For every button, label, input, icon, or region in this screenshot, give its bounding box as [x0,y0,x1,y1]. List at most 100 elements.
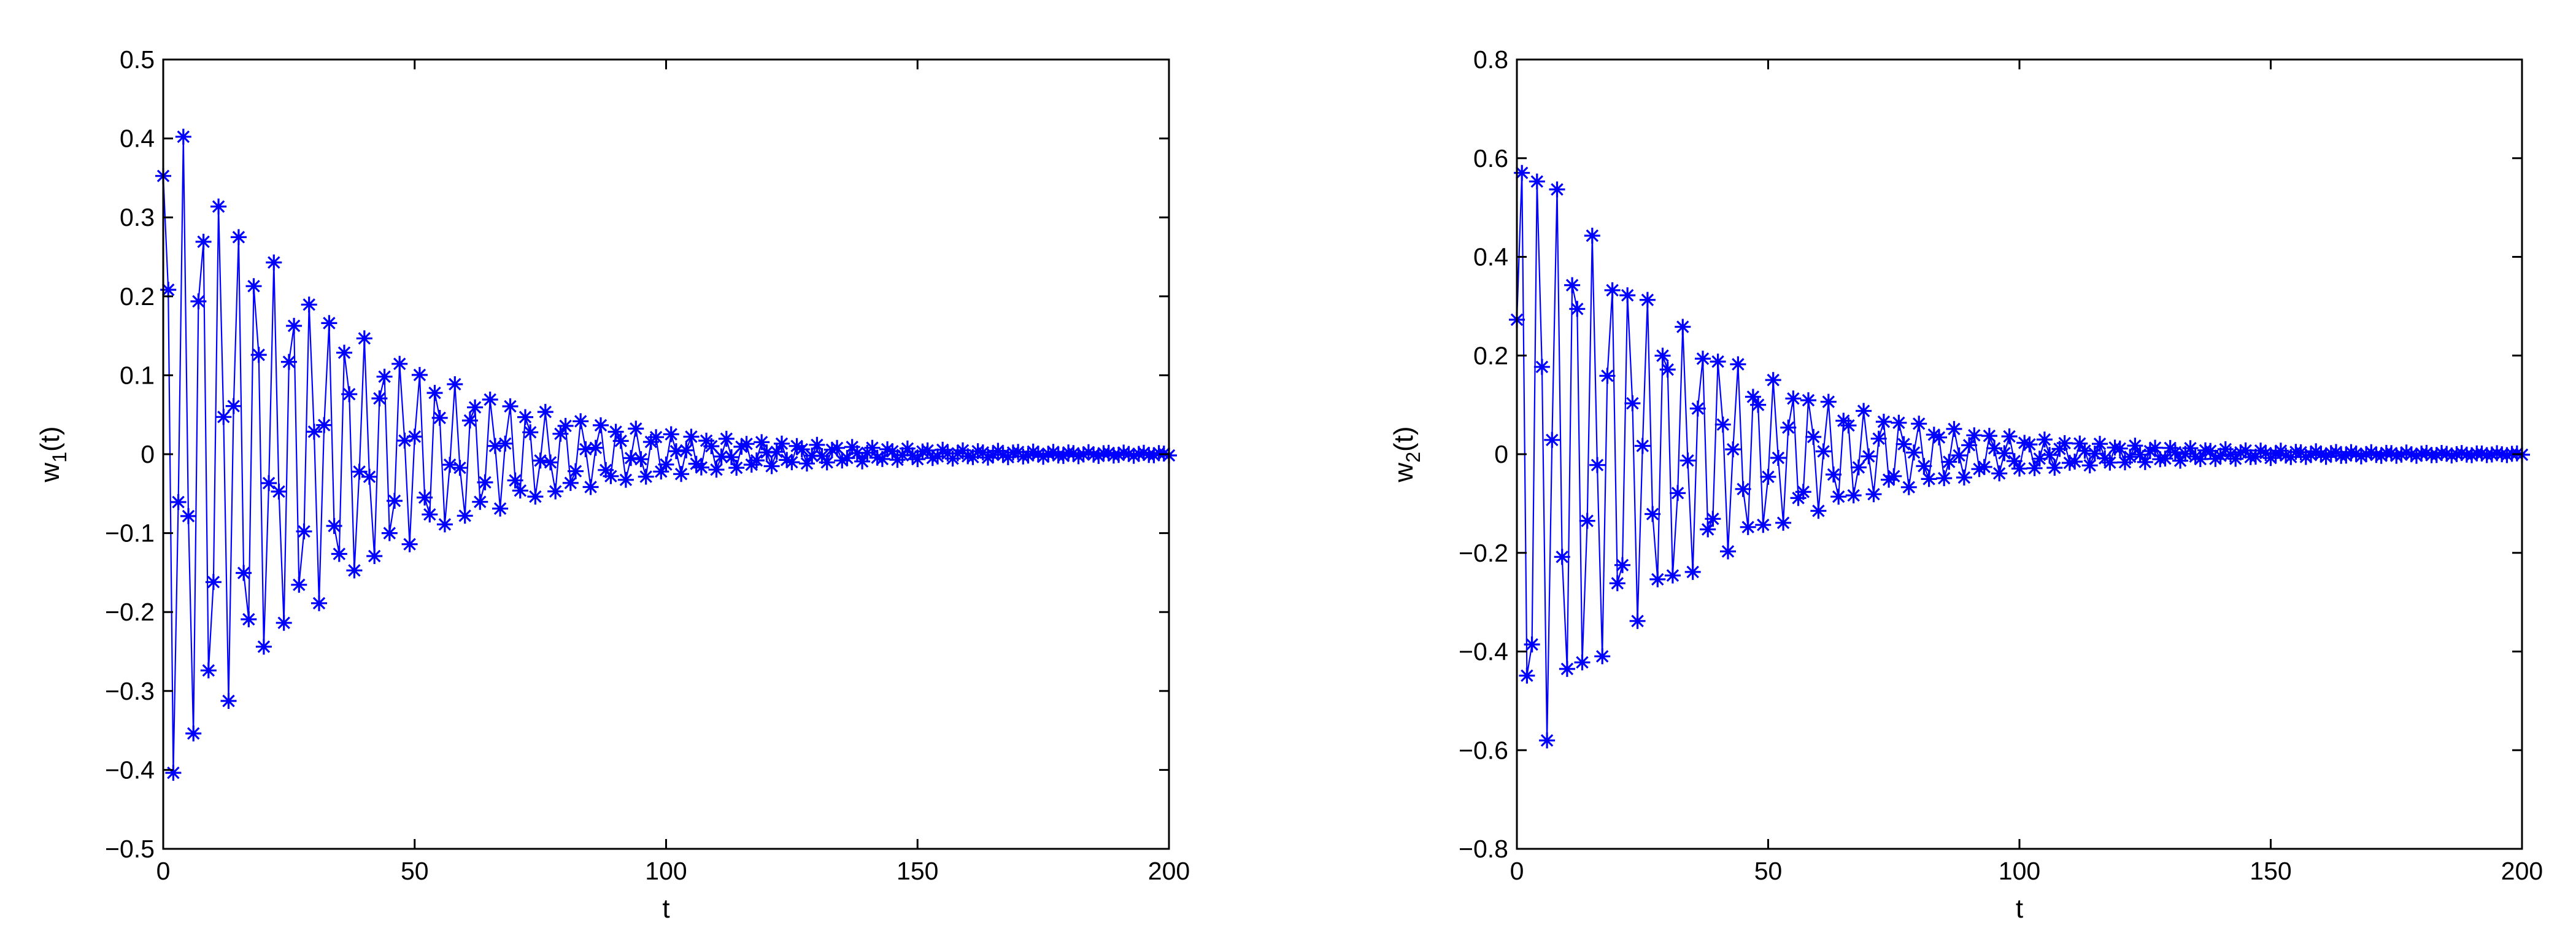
data-point [894,447,911,463]
data-point [431,409,448,426]
data-point [1594,648,1611,665]
data-point [844,439,860,455]
data-point [547,483,564,500]
data-point [542,454,558,471]
data-point [1075,446,1092,463]
y-tick-label: −0.4 [105,756,155,784]
data-point [879,441,896,457]
data-point [2267,446,2284,462]
data-point [442,457,458,473]
data-point [261,475,277,492]
data-point [713,448,730,465]
data-point [250,347,267,363]
data-point [1614,557,1630,573]
data-point [1634,438,1651,454]
data-point [2192,451,2208,467]
data-point [2418,444,2435,461]
data-point [2403,446,2420,463]
data-point [1564,277,1581,293]
data-point [758,444,775,461]
data-point [768,444,785,460]
data-point [2313,446,2329,463]
data-point [2102,454,2118,471]
data-point [482,392,498,408]
data-point [814,448,830,464]
data-point [869,449,885,466]
data-point [175,128,191,145]
data-point [321,315,337,331]
chart-w1: 0 50 100 150 200 −0.5 −0.4 −0.3 −0.2 −0.1 0 0.1 0.2 0… [35,45,1190,924]
data-point [2373,447,2389,464]
data-point [1619,287,1636,304]
data-point [391,355,408,372]
data-point [2212,447,2229,464]
y-tick-label: 0.2 [1473,341,1508,369]
data-point [2232,444,2249,461]
data-point [1971,461,1988,478]
data-point [2383,445,2400,462]
data-point [834,452,850,469]
data-point [296,523,312,540]
data-point [1549,181,1565,198]
data-point [623,450,639,466]
x-axis-label: t [662,894,669,924]
data-point [507,472,523,489]
data-point [829,439,846,456]
data-point [2388,447,2405,464]
data-point [663,426,679,443]
chart-w2: 0 50 100 150 200 −0.8 −0.6 −0.4 −0.2 0 0.2 0.4 0.6 0.… [1389,45,2543,924]
data-point [1025,443,1041,460]
data-point [2247,449,2264,465]
data-point [673,466,690,482]
y-tick-label: 0.4 [120,125,155,153]
y-tick-label: 0.8 [1473,45,1508,74]
data-point [607,424,624,440]
data-point [1589,457,1605,473]
data-point [532,452,549,469]
data-point [1080,444,1097,460]
data-point [1725,441,1741,458]
data-point [1941,454,1957,470]
x-tick-label: 150 [2250,857,2291,885]
data-point [1926,427,1942,443]
data-point [492,500,509,517]
data-point [1861,448,1877,465]
data-point [2398,444,2415,461]
data-point [784,454,800,471]
data-point [1579,512,1595,529]
data-point [467,399,484,416]
data-point [371,390,388,407]
data-point [2182,440,2199,457]
data-point [2147,439,2164,456]
data-point [552,425,569,442]
data-point [793,441,810,458]
data-point [165,765,182,781]
data-point [2428,447,2445,463]
data-point [1720,543,1736,560]
data-point [557,417,574,434]
data-point [1986,440,2003,457]
data-point [195,233,212,250]
data-point [2474,445,2490,462]
data-point [708,462,725,478]
data-point [1735,481,1751,497]
data-point [1524,636,1540,652]
data-point [1695,350,1711,367]
data-point [2308,443,2324,460]
data-point [1730,356,1746,373]
data-point [266,254,282,271]
data-point [919,442,936,458]
data-point [2011,460,2027,477]
data-point [2132,446,2148,463]
data-point [809,436,825,453]
data-point [789,438,805,454]
data-point [241,611,257,627]
data-point [749,452,765,469]
data-point [914,443,931,460]
data-point [2026,460,2043,476]
data-point [1815,443,1832,460]
data-point [738,436,755,452]
x-tick-label: 200 [1148,857,1190,885]
data-point [220,693,237,709]
data-point [1559,660,1575,677]
